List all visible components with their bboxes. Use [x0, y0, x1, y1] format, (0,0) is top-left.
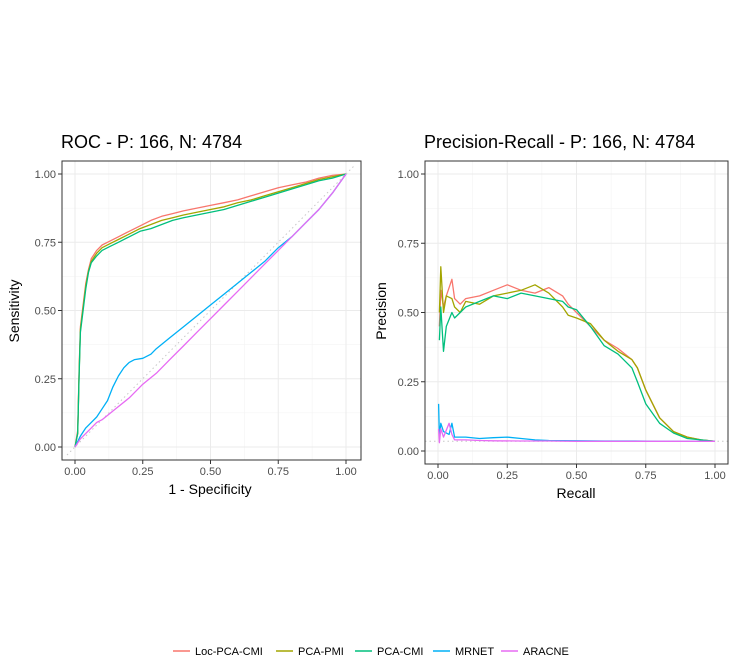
legend-label-pca-cmi: PCA-CMI	[377, 646, 423, 658]
y-tick-label: 0.00	[35, 442, 56, 454]
y-tick-label: 0.75	[398, 238, 419, 250]
panel-roc: 0.00 0.25 0.50 0.75 1.00 0.00 0.25 0.50 0.75 1.00…	[6, 132, 362, 497]
series-line-pca-cmi	[438, 292, 716, 442]
legend-label-mrnet: MRNET	[455, 646, 494, 658]
y-tick-label: 1.00	[398, 169, 419, 181]
y-axis-label: Precision	[373, 282, 389, 340]
series-line-aracne	[74, 173, 347, 448]
x-tick-label: 0.75	[268, 466, 289, 478]
legend-label-loc-pca-cmi: Loc-PCA-CMI	[195, 646, 263, 658]
y-tick-label: 0.50	[398, 308, 419, 320]
x-tick-label: 0.25	[132, 466, 153, 478]
chart-title: Precision-Recall - P: 166, N: 4784	[424, 132, 695, 152]
x-tick-label: 0.00	[64, 466, 85, 478]
legend-label-pca-pmi: PCA-PMI	[298, 646, 344, 658]
series-line-mrnet	[74, 173, 347, 448]
y-tick-label: 0.25	[35, 374, 56, 386]
legend-label-aracne: ARACNE	[523, 646, 569, 658]
y-tick-label: 0.75	[35, 237, 56, 249]
y-tick-label: 0.25	[398, 377, 419, 389]
y-tick-label: 1.00	[35, 169, 56, 181]
chart-title: ROC - P: 166, N: 4784	[61, 132, 242, 152]
x-tick-label: 0.50	[566, 470, 587, 482]
x-axis-label: Recall	[557, 485, 596, 501]
x-tick-label: 1.00	[704, 470, 725, 482]
panel-precision-recall: 0.00 0.25 0.50 0.75 1.00 0.00 0.25 0.50 0.75 1.00…	[373, 132, 729, 501]
y-axis-label: Sensitivity	[6, 279, 22, 342]
y-tick-label: 0.50	[35, 306, 56, 318]
x-tick-label: 0.75	[635, 470, 656, 482]
series-line-pca-cmi	[74, 173, 347, 448]
x-axis-label: 1 - Specificity	[168, 481, 251, 497]
reference-line	[66, 165, 355, 456]
x-tick-label: 1.00	[335, 466, 356, 478]
x-tick-label: 0.50	[200, 466, 221, 478]
y-tick-label: 0.00	[398, 446, 419, 458]
x-tick-label: 0.00	[427, 470, 448, 482]
series-line-aracne	[437, 422, 715, 444]
x-tick-label: 0.25	[497, 470, 518, 482]
legend: Loc-PCA-CMI PCA-PMI PCA-CMI MRNET ARACNE	[173, 646, 569, 658]
